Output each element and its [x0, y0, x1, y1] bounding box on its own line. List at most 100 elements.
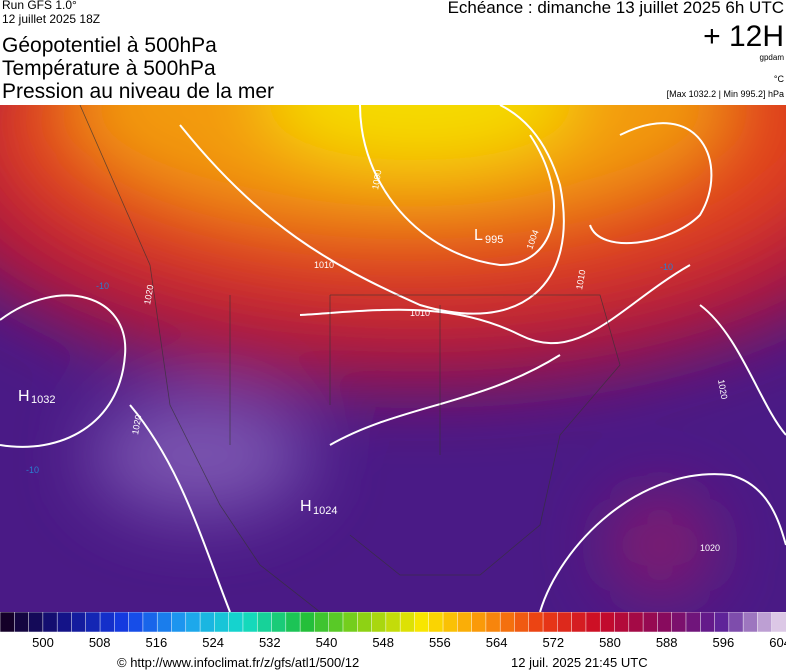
isobar-label: 1020: [142, 284, 155, 305]
color-swatch: [156, 612, 173, 633]
source: © http://www.infoclimat.fr/z/gfs/atl1/50…: [117, 655, 360, 670]
color-swatch: [14, 612, 30, 633]
run-label: Run GFS 1.0°: [2, 0, 77, 12]
color-swatch: [514, 612, 530, 633]
color-swatch: [199, 612, 216, 633]
colorbar: [0, 612, 786, 633]
color-swatch: [42, 612, 58, 633]
colorbar-label: 556: [429, 635, 451, 650]
color-swatch: [328, 612, 344, 633]
color-swatch: [71, 612, 87, 633]
color-swatch: [542, 612, 559, 633]
colorbar-label: 564: [485, 635, 508, 650]
color-swatch: [614, 612, 630, 633]
color-swatch: [528, 612, 544, 633]
isobar-label: 1010: [314, 260, 334, 270]
isobar-label: 1000: [370, 169, 383, 190]
color-swatch: [457, 612, 473, 633]
color-swatch: [142, 612, 158, 633]
color-swatch: [700, 612, 716, 633]
color-swatch: [471, 612, 487, 633]
color-swatch: [228, 612, 244, 633]
color-swatch: [599, 612, 616, 633]
isobar-label: 1020: [716, 379, 729, 400]
color-swatch: [671, 612, 687, 633]
color-swatch: [728, 612, 744, 633]
color-swatch: [342, 612, 359, 633]
colorbar-label: 548: [372, 635, 395, 650]
color-swatch: [428, 612, 444, 633]
color-swatch: [128, 612, 144, 633]
color-swatch: [485, 612, 501, 633]
color-swatch: [285, 612, 301, 633]
pressure-value: 995: [485, 234, 503, 246]
colorbar-label: 572: [542, 635, 565, 650]
pressure-center: H: [18, 388, 30, 405]
colorbar-label: 532: [258, 635, 281, 650]
color-swatch: [442, 612, 459, 633]
color-swatch: [499, 612, 516, 633]
isobar-label: 1010: [410, 308, 430, 318]
color-swatch: [642, 612, 659, 633]
color-swatch: [114, 612, 130, 633]
color-swatch: [242, 612, 258, 633]
color-swatch: [271, 612, 287, 633]
pressure-center: L: [474, 227, 483, 244]
color-swatch: [414, 612, 430, 633]
color-swatch: [256, 612, 273, 633]
colorbar-label: 508: [88, 635, 111, 650]
color-swatch: [685, 612, 702, 633]
color-swatch: [185, 612, 201, 633]
colorbar-label: 596: [712, 635, 735, 650]
map: H 1032 L 995 H 1024 1000 1004 1010 1010 …: [0, 105, 786, 612]
colorbar-label: 500: [32, 635, 54, 650]
color-swatch: [585, 612, 601, 633]
color-swatch: [99, 612, 116, 633]
lead-time: + 12H: [703, 20, 784, 53]
color-swatch: [299, 612, 316, 633]
color-swatch: [742, 612, 759, 633]
color-swatch: [714, 612, 730, 633]
unit-temp: °C: [773, 74, 784, 84]
unit-geo: gpdam: [759, 53, 784, 62]
colorbar-label: 588: [655, 635, 678, 650]
colorbar-label: 540: [315, 635, 338, 650]
color-swatch: [314, 612, 330, 633]
color-swatch: [399, 612, 416, 633]
colorbar-label: 524: [202, 635, 224, 650]
color-swatch: [0, 612, 16, 633]
color-swatch: [171, 612, 187, 633]
isobar-label: 1020: [700, 543, 720, 553]
color-swatch: [385, 612, 401, 633]
color-swatch: [357, 612, 373, 633]
colorbar-label: 516: [145, 635, 168, 650]
pressure-center: H: [300, 498, 312, 515]
isobar-label: 1020: [130, 414, 143, 435]
color-swatch: [557, 612, 573, 633]
colorbar-label: 604: [769, 635, 786, 650]
pressure-range: [Max 1032.2 | Min 995.2] hPa: [666, 89, 784, 99]
pressure-value: 1024: [313, 505, 337, 517]
title: Géopotentiel à 500hPa: [2, 34, 217, 57]
color-swatch: [28, 612, 44, 633]
color-swatch: [757, 612, 773, 633]
color-swatch: [771, 612, 786, 633]
isotherm-label: -10: [96, 281, 109, 291]
run-date: 12 juillet 2025 18Z: [2, 12, 101, 26]
color-swatch: [628, 612, 644, 633]
color-swatch: [657, 612, 673, 633]
color-swatch: [371, 612, 387, 633]
colorbar-label: 580: [599, 635, 621, 650]
isotherm-label: -10: [26, 465, 39, 475]
pressure-value: 1032: [31, 394, 55, 406]
color-swatch: [85, 612, 101, 633]
isobar-label: 1010: [574, 269, 587, 290]
isotherm-label: -10: [660, 262, 673, 272]
color-swatch: [214, 612, 230, 633]
forecast-time: Echéance : dimanche 13 juillet 2025 6h U…: [447, 0, 784, 17]
title: Température à 500hPa: [2, 57, 216, 80]
color-swatch: [56, 612, 73, 633]
timestamp: 12 juil. 2025 21:45 UTC: [511, 655, 648, 670]
color-swatch: [571, 612, 587, 633]
